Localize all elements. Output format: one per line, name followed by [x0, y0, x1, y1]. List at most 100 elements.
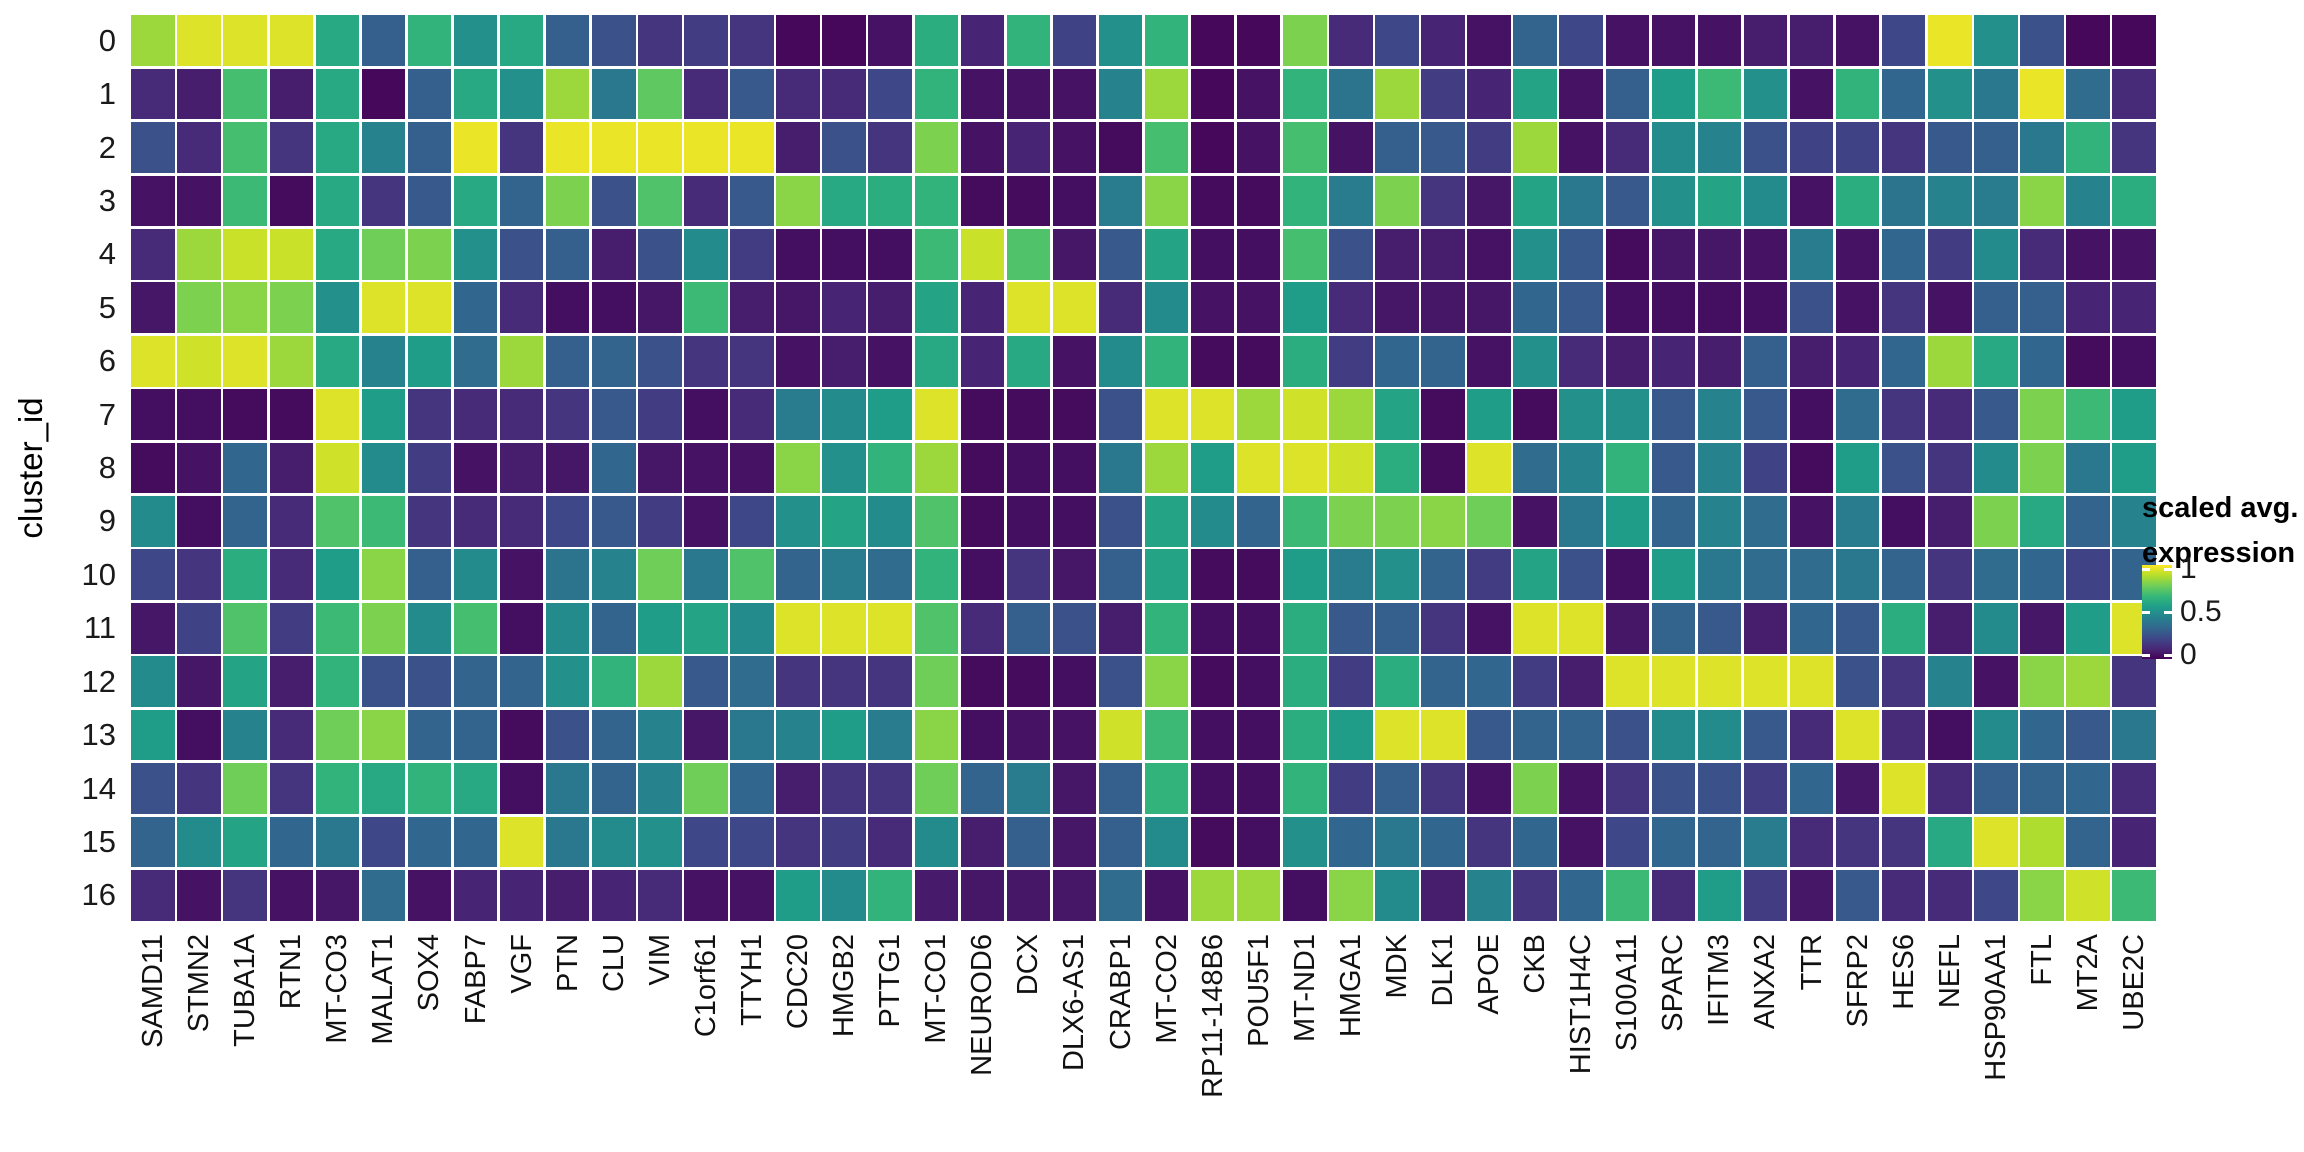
heatmap-cell: [1144, 816, 1189, 868]
heatmap-cell: [1697, 68, 1742, 120]
colorbar-tick: [2142, 567, 2150, 571]
heatmap-cell: [1559, 496, 1603, 547]
heatmap-cell: [1098, 869, 1143, 921]
heatmap-cell: [361, 442, 406, 494]
heatmap-cell: [1283, 15, 1327, 67]
heatmap-cell: [1605, 602, 1649, 654]
heatmap-cell: [269, 656, 313, 707]
heatmap-cell: [131, 15, 175, 67]
heatmap-cell: [1789, 442, 1834, 494]
heatmap-cell: [914, 496, 958, 547]
heatmap-cell: [1605, 442, 1649, 494]
heatmap-cell: [730, 68, 774, 120]
heatmap-cell: [1190, 763, 1235, 814]
heatmap-cell: [592, 549, 636, 601]
heatmap-cell: [1651, 389, 1695, 440]
heatmap-cell: [269, 282, 313, 334]
heatmap-cell: [1559, 335, 1603, 387]
heatmap-cell: [776, 282, 820, 334]
heatmap-cell: [868, 549, 912, 601]
heatmap-cell: [1329, 228, 1373, 280]
y-axis-label: 0: [98, 22, 116, 58]
heatmap-cell: [684, 389, 728, 440]
heatmap-cell: [1052, 709, 1097, 761]
heatmap-cell: [1283, 816, 1327, 868]
heatmap-cell: [1651, 763, 1695, 814]
heatmap-cell: [1467, 602, 1511, 654]
heatmap-cell: [638, 656, 682, 707]
heatmap-cell: [1697, 335, 1742, 387]
heatmap-cell: [1513, 175, 1557, 227]
heatmap-cell: [223, 816, 267, 868]
heatmap-cell: [1144, 602, 1189, 654]
heatmap-cell: [1928, 869, 1972, 921]
heatmap-cell: [499, 549, 544, 601]
heatmap-cell: [1881, 549, 1926, 601]
heatmap-cell: [1835, 602, 1880, 654]
heatmap-cell: [1052, 656, 1097, 707]
heatmap-cell: [1513, 282, 1557, 334]
heatmap-cell: [868, 335, 912, 387]
colorbar-tick-label: 0.5: [2180, 595, 2222, 628]
heatmap-cell: [1375, 869, 1419, 921]
heatmap-cell: [684, 175, 728, 227]
heatmap-cell: [592, 175, 636, 227]
heatmap-cell: [1789, 122, 1834, 173]
heatmap-cell: [315, 122, 360, 173]
heatmap-cell: [960, 442, 1004, 494]
heatmap-cell: [1928, 15, 1972, 67]
heatmap-cell: [1513, 763, 1557, 814]
heatmap-cell: [1559, 656, 1603, 707]
heatmap-cell: [1881, 228, 1926, 280]
heatmap-cell: [1236, 549, 1281, 601]
heatmap-cell: [223, 549, 267, 601]
heatmap-cell: [361, 228, 406, 280]
heatmap-cell: [1375, 816, 1419, 868]
heatmap-cell: [1928, 816, 1972, 868]
heatmap-cell: [2066, 816, 2110, 868]
heatmap-cell: [1789, 389, 1834, 440]
heatmap-cell: [1236, 122, 1281, 173]
heatmap-cell: [1236, 442, 1281, 494]
heatmap-cell: [960, 763, 1004, 814]
heatmap-cell: [407, 282, 452, 334]
heatmap-cell: [1098, 549, 1143, 601]
heatmap-cell: [776, 122, 820, 173]
heatmap-cell: [914, 282, 958, 334]
heatmap-cell: [545, 763, 590, 814]
heatmap-cell: [2066, 122, 2110, 173]
heatmap-cell: [1928, 282, 1972, 334]
heatmap-cell: [453, 228, 498, 280]
heatmap-cell: [499, 175, 544, 227]
heatmap-cell: [638, 389, 682, 440]
heatmap-cell: [1006, 15, 1051, 67]
heatmap-cell: [223, 335, 267, 387]
heatmap-cell: [1190, 122, 1235, 173]
heatmap-cell: [2066, 549, 2110, 601]
heatmap-cell: [1881, 68, 1926, 120]
heatmap-cell: [730, 335, 774, 387]
heatmap-cell: [1743, 496, 1788, 547]
heatmap-cell: [1375, 602, 1419, 654]
heatmap-cell: [730, 15, 774, 67]
heatmap-cell: [269, 763, 313, 814]
heatmap-cell: [1098, 656, 1143, 707]
heatmap-cell: [868, 602, 912, 654]
heatmap-cell: [177, 602, 221, 654]
heatmap-cell: [730, 228, 774, 280]
heatmap-cell: [592, 122, 636, 173]
heatmap-cell: [822, 602, 866, 654]
heatmap-cell: [223, 68, 267, 120]
heatmap-cell: [1559, 442, 1603, 494]
heatmap-cell: [776, 869, 820, 921]
heatmap-cell: [1513, 68, 1557, 120]
heatmap-cell: [1835, 709, 1880, 761]
heatmap-cell: [499, 763, 544, 814]
heatmap-cell: [1098, 335, 1143, 387]
heatmap-cell: [1559, 602, 1603, 654]
heatmap-cell: [1236, 602, 1281, 654]
heatmap-cell: [1881, 122, 1926, 173]
heatmap-cell: [1144, 15, 1189, 67]
heatmap-cell: [914, 602, 958, 654]
heatmap-cell: [822, 869, 866, 921]
